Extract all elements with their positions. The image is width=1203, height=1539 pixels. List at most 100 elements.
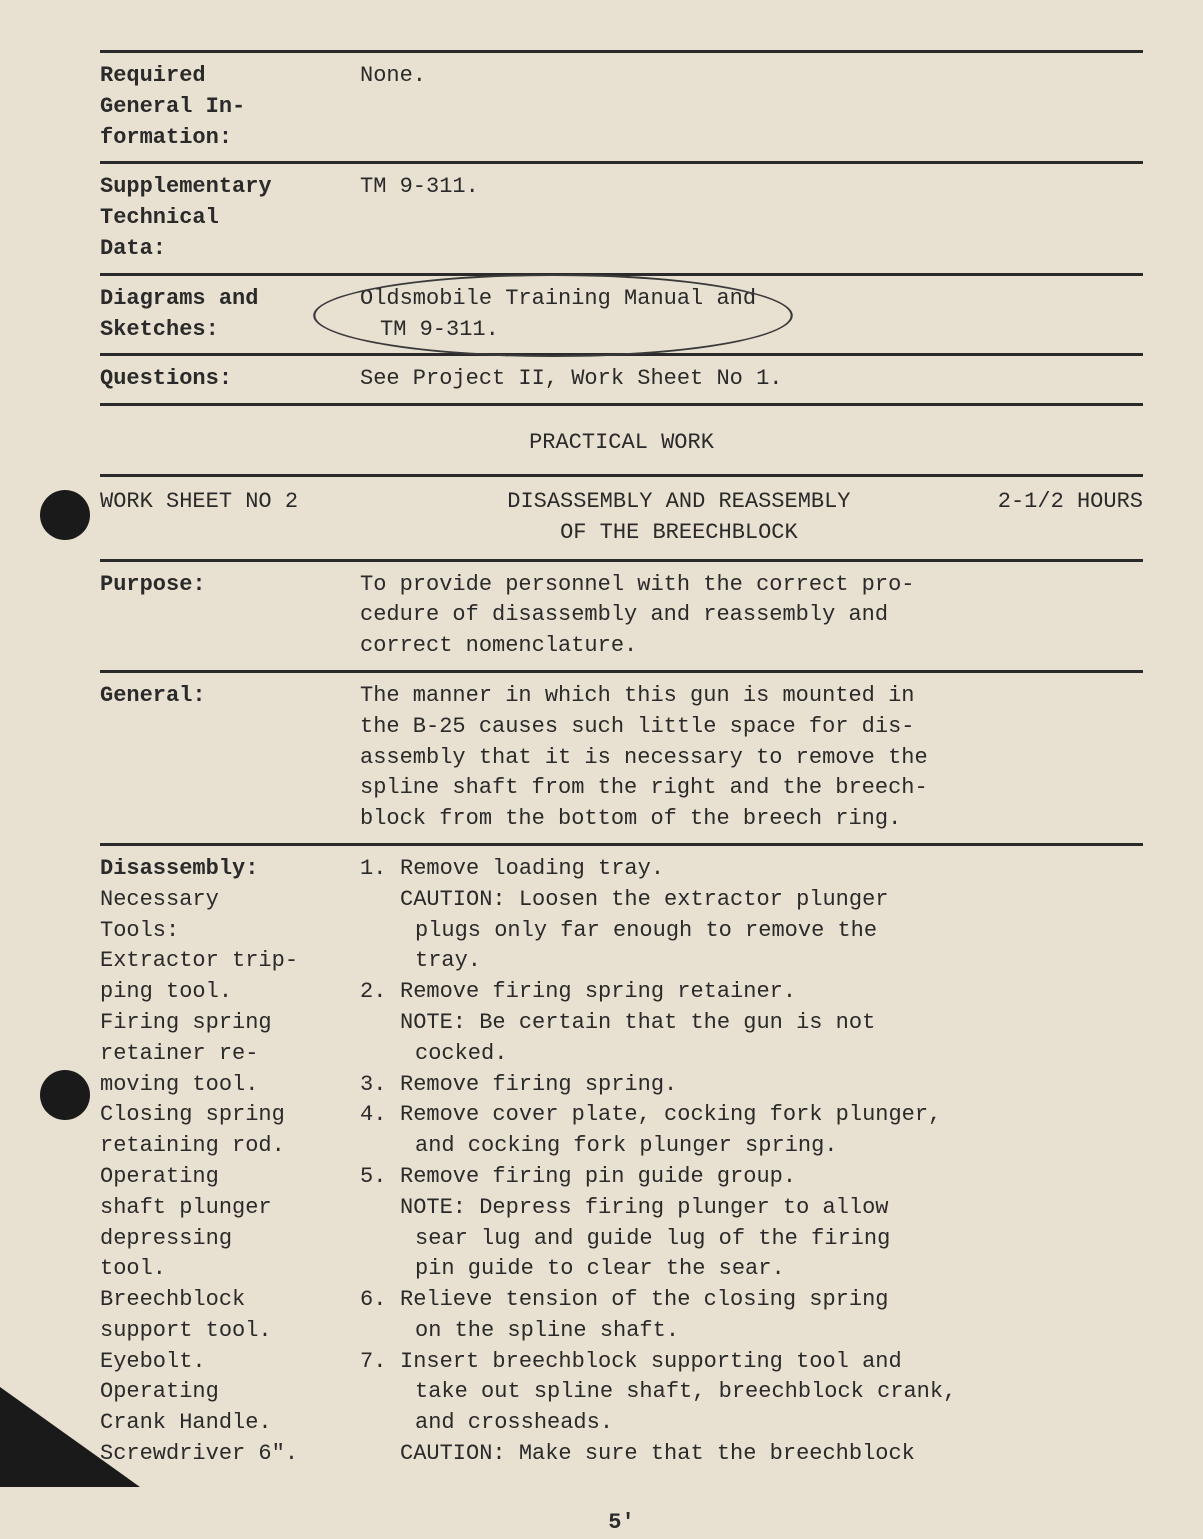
label-questions: Questions: [100,364,360,395]
step-text: Remove firing spring retainer. [400,977,1143,1008]
label-required-info: Required General In- formation: [100,61,360,153]
content-line: block from the bottom of the breech ring… [360,804,1143,835]
step-number: 2. [360,977,400,1008]
step-text: Relieve tension of the closing spring [400,1285,1143,1316]
step-2: 2. Remove firing spring retainer. [360,977,1143,1008]
hole-punch-bottom [40,1070,90,1120]
step-5-sub: NOTE: Depress firing plunger to allow [360,1193,1143,1224]
label-line: Tools: [100,916,360,947]
content-purpose: To provide personnel with the correct pr… [360,570,1143,662]
label-line: Required [100,61,360,92]
step-text: Insert breechblock supporting tool and [400,1347,1143,1378]
step-6: 6. Relieve tension of the closing spring [360,1285,1143,1316]
step-spacer [360,1008,400,1039]
content-line: To provide personnel with the correct pr… [360,570,1143,601]
label-line: depressing [100,1224,360,1255]
page-number: 5' [100,1508,1143,1539]
label-line: retaining rod. [100,1131,360,1162]
step-spacer [360,885,400,916]
step-4: 4. Remove cover plate, cocking fork plun… [360,1100,1143,1131]
label-line: Breechblock [100,1285,360,1316]
step-sub: tray. [360,946,1143,977]
step-sub: CAUTION: Loosen the extractor plunger [400,885,1143,916]
content-line: correct nomenclature. [360,631,1143,662]
content-line: spline shaft from the right and the bree… [360,773,1143,804]
step-5: 5. Remove firing pin guide group. [360,1162,1143,1193]
content-line: the B-25 causes such little space for di… [360,712,1143,743]
step-sub: NOTE: Depress firing plunger to allow [400,1193,1143,1224]
label-line: ping tool. [100,977,360,1008]
disassembly-left-column: Disassembly: Necessary Tools: Extractor … [100,854,360,1470]
practical-work-heading: PRACTICAL WORK [100,403,1143,474]
step-sub: plugs only far enough to remove the [360,916,1143,947]
step-number: 3. [360,1070,400,1101]
step-1-sub: CAUTION: Loosen the extractor plunger [360,885,1143,916]
section-disassembly: Disassembly: Necessary Tools: Extractor … [100,843,1143,1478]
step-sub: and cocking fork plunger spring. [360,1131,1143,1162]
label-line: tool. [100,1254,360,1285]
label-line: Data: [100,234,360,265]
label-general: General: [100,681,360,835]
step-number: 4. [360,1100,400,1131]
label-line: Technical [100,203,360,234]
worksheet-title-line: DISASSEMBLY AND REASSEMBLY [360,487,998,518]
step-3: 3. Remove firing spring. [360,1070,1143,1101]
label-line: Extractor trip- [100,946,360,977]
step-sub: cocked. [360,1039,1143,1070]
section-general: General: The manner in which this gun is… [100,670,1143,846]
step-number: 1. [360,854,400,885]
step-sub: NOTE: Be certain that the gun is not [400,1008,1143,1039]
label-line: General In- [100,92,360,123]
step-sub: pin guide to clear the sear. [360,1254,1143,1285]
label-line: formation: [100,123,360,154]
step-text: Remove loading tray. [400,854,1143,885]
step-1: 1. Remove loading tray. [360,854,1143,885]
label-supplementary: Supplementary Technical Data: [100,172,360,264]
worksheet-title: DISASSEMBLY AND REASSEMBLY OF THE BREECH… [360,487,998,549]
step-text: Remove firing spring. [400,1070,1143,1101]
label-line: Disassembly: [100,854,360,885]
step-text: Remove firing pin guide group. [400,1162,1143,1193]
disassembly-steps: 1. Remove loading tray. CAUTION: Loosen … [360,854,1143,1470]
section-diagrams: Diagrams and Sketches: Oldsmobile Traini… [100,273,1143,357]
corner-fold [0,1387,140,1487]
worksheet-title-line: OF THE BREECHBLOCK [360,518,998,549]
step-sub: take out spline shaft, breechblock crank… [360,1377,1143,1408]
content-line: The manner in which this gun is mounted … [360,681,1143,712]
worksheet-sheet-no: WORK SHEET NO 2 [100,487,360,549]
content-diagrams: Oldsmobile Training Manual and TM 9-311. [360,284,1143,346]
hole-punch-top [40,490,90,540]
content-required-info: None. [360,61,1143,153]
step-7: 7. Insert breechblock supporting tool an… [360,1347,1143,1378]
content-general: The manner in which this gun is mounted … [360,681,1143,835]
worksheet-header: WORK SHEET NO 2 DISASSEMBLY AND REASSEMB… [100,474,1143,562]
content-line: Oldsmobile Training Manual and [360,286,756,311]
step-7-caution: CAUTION: Make sure that the breechblock [360,1439,1143,1470]
content-questions: See Project II, Work Sheet No 1. [360,364,1143,395]
step-number: 5. [360,1162,400,1193]
content-line: cedure of disassembly and reassembly and [360,600,1143,631]
step-sub: CAUTION: Make sure that the breechblock [400,1439,1143,1470]
label-line: Operating [100,1162,360,1193]
step-text: Remove cover plate, cocking fork plunger… [400,1100,1143,1131]
section-required-info: Required General In- formation: None. [100,50,1143,164]
label-line: shaft plunger [100,1193,360,1224]
section-supplementary: Supplementary Technical Data: TM 9-311. [100,161,1143,275]
step-2-sub: NOTE: Be certain that the gun is not [360,1008,1143,1039]
label-line: Necessary [100,885,360,916]
step-number: 7. [360,1347,400,1378]
content-line: assembly that it is necessary to remove … [360,743,1143,774]
step-number: 6. [360,1285,400,1316]
step-sub: sear lug and guide lug of the firing [360,1224,1143,1255]
label-line: support tool. [100,1316,360,1347]
label-line: Closing spring [100,1100,360,1131]
section-questions: Questions: See Project II, Work Sheet No… [100,353,1143,406]
step-sub: and crossheads. [360,1408,1143,1439]
step-sub: on the spline shaft. [360,1316,1143,1347]
label-purpose: Purpose: [100,570,360,662]
section-purpose: Purpose: To provide personnel with the c… [100,559,1143,673]
step-spacer [360,1439,400,1470]
content-line: TM 9-311. [360,317,499,342]
label-line: retainer re- [100,1039,360,1070]
step-spacer [360,1193,400,1224]
